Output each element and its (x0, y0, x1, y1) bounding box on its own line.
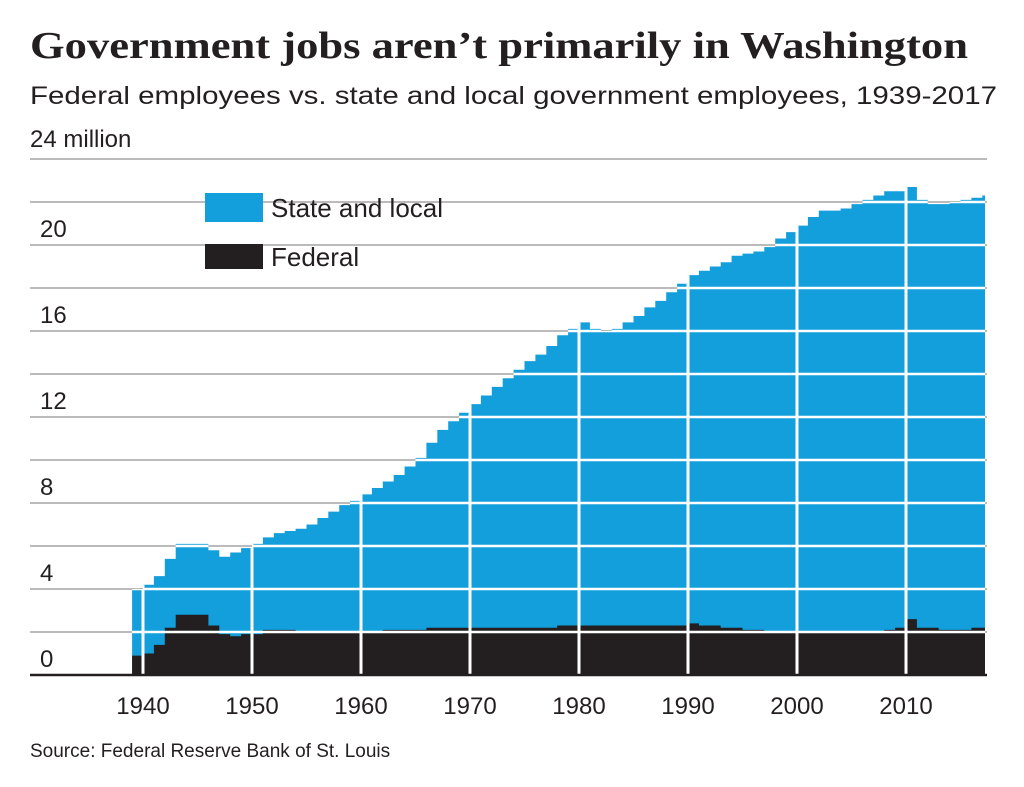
y-tick-label: 20 (40, 216, 67, 243)
series-area-state-and-local (132, 186, 986, 675)
y-tick-label: 0 (40, 646, 53, 673)
y-tick-label: 8 (40, 474, 53, 501)
x-tick-labels: 1940 1950 1960 1970 1980 1990 2000 2010 (116, 693, 932, 720)
chart-subtitle: Federal employees vs. state and local go… (30, 82, 997, 110)
y-axis-top-label: 24 million (30, 126, 131, 153)
x-tick-label: 1940 (116, 693, 169, 720)
y-tick-labels: 0 4 8 12 16 20 24 million (30, 126, 131, 673)
chart-title: Government jobs aren’t primarily in Wash… (30, 25, 968, 67)
x-tick-label: 2000 (770, 693, 823, 720)
y-tick-label: 4 (40, 560, 53, 587)
legend-swatch-federal (205, 244, 263, 269)
x-tick-label: 1950 (225, 693, 278, 720)
x-tick-label: 2010 (879, 693, 932, 720)
legend: State and local Federal (205, 193, 443, 272)
x-tick-label: 1980 (552, 693, 605, 720)
x-tick-label: 1990 (661, 693, 714, 720)
y-tick-label: 16 (40, 302, 67, 329)
x-tick-label: 1970 (443, 693, 496, 720)
source-note: Source: Federal Reserve Bank of St. Loui… (30, 741, 390, 762)
legend-label-state-and-local: State and local (271, 193, 443, 223)
x-tick-label: 1960 (334, 693, 387, 720)
legend-label-federal: Federal (271, 242, 359, 272)
y-tick-label: 12 (40, 388, 67, 415)
series-area-federal (132, 614, 986, 675)
legend-swatch-state-and-local (205, 193, 263, 222)
